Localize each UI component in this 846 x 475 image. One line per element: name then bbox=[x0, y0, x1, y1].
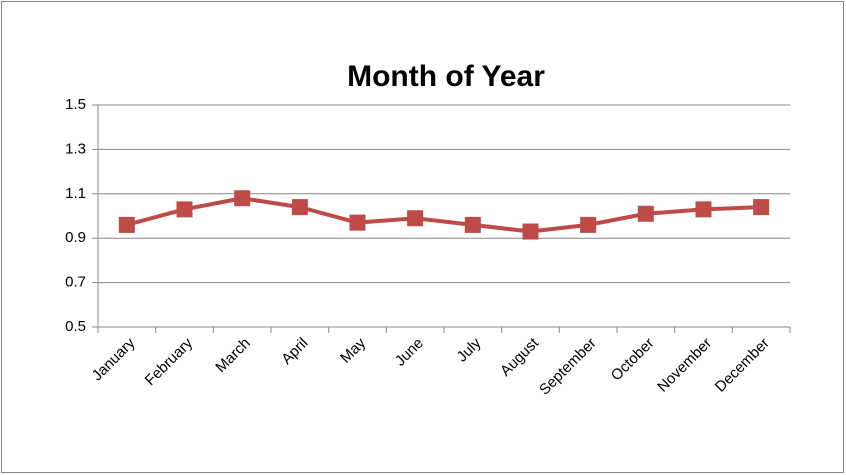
marker bbox=[637, 205, 654, 222]
y-tick-label: 1.5 bbox=[65, 96, 86, 113]
y-tick-label: 0.9 bbox=[65, 229, 86, 246]
marker bbox=[753, 199, 770, 216]
marker bbox=[522, 223, 539, 240]
y-tick-label: 0.7 bbox=[65, 274, 86, 291]
marker bbox=[234, 190, 251, 207]
y-tick-label: 1.1 bbox=[65, 185, 86, 202]
marker bbox=[291, 199, 308, 216]
series-line bbox=[126, 196, 762, 234]
marker bbox=[118, 216, 135, 233]
y-tick-label: 1.3 bbox=[65, 140, 86, 157]
marker bbox=[176, 201, 193, 218]
marker bbox=[464, 216, 481, 233]
marker bbox=[580, 216, 597, 233]
chart-title: Month of Year bbox=[347, 60, 545, 93]
marker bbox=[407, 210, 424, 227]
marker bbox=[695, 201, 712, 218]
marker bbox=[349, 214, 366, 231]
y-tick-label: 0.5 bbox=[65, 318, 86, 335]
